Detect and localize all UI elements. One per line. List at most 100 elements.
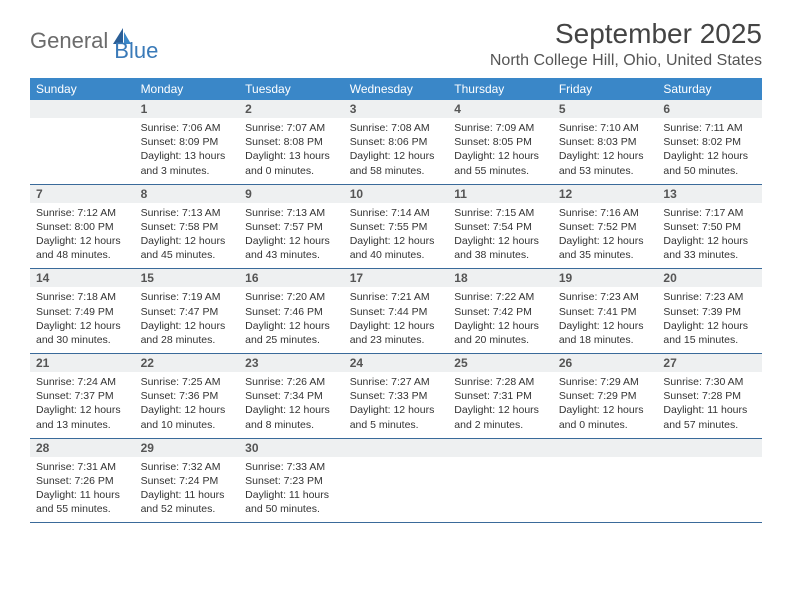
- cell-body: Sunrise: 7:19 AMSunset: 7:47 PMDaylight:…: [135, 287, 240, 353]
- sunrise-text: Sunrise: 7:29 AM: [559, 375, 652, 389]
- day-number: 30: [239, 439, 344, 457]
- day-number: 26: [553, 354, 658, 372]
- calendar-cell: 13Sunrise: 7:17 AMSunset: 7:50 PMDayligh…: [657, 185, 762, 269]
- sunset-text: Sunset: 8:03 PM: [559, 135, 652, 149]
- calendar-cell: 6Sunrise: 7:11 AMSunset: 8:02 PMDaylight…: [657, 100, 762, 184]
- sunset-text: Sunset: 7:36 PM: [141, 389, 234, 403]
- calendar-cell: 21Sunrise: 7:24 AMSunset: 7:37 PMDayligh…: [30, 354, 135, 438]
- sunset-text: Sunset: 8:09 PM: [141, 135, 234, 149]
- day-number: 10: [344, 185, 449, 203]
- cell-body: Sunrise: 7:29 AMSunset: 7:29 PMDaylight:…: [553, 372, 658, 438]
- sunrise-text: Sunrise: 7:25 AM: [141, 375, 234, 389]
- daylight-text: Daylight: 12 hours and 13 minutes.: [36, 403, 129, 431]
- cell-body: Sunrise: 7:11 AMSunset: 8:02 PMDaylight:…: [657, 118, 762, 184]
- calendar-cell: [344, 439, 449, 523]
- calendar-cell: 1Sunrise: 7:06 AMSunset: 8:09 PMDaylight…: [135, 100, 240, 184]
- calendar-cell: 14Sunrise: 7:18 AMSunset: 7:49 PMDayligh…: [30, 269, 135, 353]
- sunrise-text: Sunrise: 7:09 AM: [454, 121, 547, 135]
- week-row: 1Sunrise: 7:06 AMSunset: 8:09 PMDaylight…: [30, 100, 762, 185]
- calendar-cell: 17Sunrise: 7:21 AMSunset: 7:44 PMDayligh…: [344, 269, 449, 353]
- cell-body: Sunrise: 7:21 AMSunset: 7:44 PMDaylight:…: [344, 287, 449, 353]
- calendar-cell: 8Sunrise: 7:13 AMSunset: 7:58 PMDaylight…: [135, 185, 240, 269]
- sunset-text: Sunset: 7:55 PM: [350, 220, 443, 234]
- cell-body: Sunrise: 7:23 AMSunset: 7:41 PMDaylight:…: [553, 287, 658, 353]
- week-row: 21Sunrise: 7:24 AMSunset: 7:37 PMDayligh…: [30, 354, 762, 439]
- sunrise-text: Sunrise: 7:20 AM: [245, 290, 338, 304]
- day-header-thu: Thursday: [448, 78, 553, 100]
- logo-text-blue: Blue: [114, 38, 158, 64]
- week-row: 7Sunrise: 7:12 AMSunset: 8:00 PMDaylight…: [30, 185, 762, 270]
- sunrise-text: Sunrise: 7:13 AM: [245, 206, 338, 220]
- daylight-text: Daylight: 11 hours and 52 minutes.: [141, 488, 234, 516]
- cell-body: Sunrise: 7:09 AMSunset: 8:05 PMDaylight:…: [448, 118, 553, 184]
- sunset-text: Sunset: 7:42 PM: [454, 305, 547, 319]
- day-header-sun: Sunday: [30, 78, 135, 100]
- cell-body: Sunrise: 7:10 AMSunset: 8:03 PMDaylight:…: [553, 118, 658, 184]
- sunrise-text: Sunrise: 7:21 AM: [350, 290, 443, 304]
- sunset-text: Sunset: 8:00 PM: [36, 220, 129, 234]
- sunrise-text: Sunrise: 7:31 AM: [36, 460, 129, 474]
- daylight-text: Daylight: 12 hours and 48 minutes.: [36, 234, 129, 262]
- daylight-text: Daylight: 13 hours and 0 minutes.: [245, 149, 338, 177]
- sunrise-text: Sunrise: 7:23 AM: [663, 290, 756, 304]
- day-header-mon: Monday: [135, 78, 240, 100]
- sunrise-text: Sunrise: 7:16 AM: [559, 206, 652, 220]
- daylight-text: Daylight: 12 hours and 8 minutes.: [245, 403, 338, 431]
- calendar-cell: 10Sunrise: 7:14 AMSunset: 7:55 PMDayligh…: [344, 185, 449, 269]
- location-text: North College Hill, Ohio, United States: [490, 52, 762, 70]
- sunset-text: Sunset: 7:57 PM: [245, 220, 338, 234]
- daylight-text: Daylight: 12 hours and 25 minutes.: [245, 319, 338, 347]
- sunrise-text: Sunrise: 7:26 AM: [245, 375, 338, 389]
- sunset-text: Sunset: 7:46 PM: [245, 305, 338, 319]
- sunset-text: Sunset: 7:41 PM: [559, 305, 652, 319]
- calendar-cell: 9Sunrise: 7:13 AMSunset: 7:57 PMDaylight…: [239, 185, 344, 269]
- sunset-text: Sunset: 7:29 PM: [559, 389, 652, 403]
- sunset-text: Sunset: 7:50 PM: [663, 220, 756, 234]
- cell-body: Sunrise: 7:14 AMSunset: 7:55 PMDaylight:…: [344, 203, 449, 269]
- sunset-text: Sunset: 7:49 PM: [36, 305, 129, 319]
- cell-body: Sunrise: 7:17 AMSunset: 7:50 PMDaylight:…: [657, 203, 762, 269]
- cell-body: Sunrise: 7:26 AMSunset: 7:34 PMDaylight:…: [239, 372, 344, 438]
- day-header-tue: Tuesday: [239, 78, 344, 100]
- day-number: 13: [657, 185, 762, 203]
- cell-body: Sunrise: 7:28 AMSunset: 7:31 PMDaylight:…: [448, 372, 553, 438]
- day-number: 2: [239, 100, 344, 118]
- sunrise-text: Sunrise: 7:33 AM: [245, 460, 338, 474]
- calendar-cell: 24Sunrise: 7:27 AMSunset: 7:33 PMDayligh…: [344, 354, 449, 438]
- cell-body: Sunrise: 7:08 AMSunset: 8:06 PMDaylight:…: [344, 118, 449, 184]
- calendar-cell: 3Sunrise: 7:08 AMSunset: 8:06 PMDaylight…: [344, 100, 449, 184]
- sunset-text: Sunset: 7:28 PM: [663, 389, 756, 403]
- weeks-container: 1Sunrise: 7:06 AMSunset: 8:09 PMDaylight…: [30, 100, 762, 523]
- calendar-cell: 20Sunrise: 7:23 AMSunset: 7:39 PMDayligh…: [657, 269, 762, 353]
- cell-body: Sunrise: 7:06 AMSunset: 8:09 PMDaylight:…: [135, 118, 240, 184]
- day-number: 6: [657, 100, 762, 118]
- daylight-text: Daylight: 12 hours and 43 minutes.: [245, 234, 338, 262]
- sunset-text: Sunset: 7:54 PM: [454, 220, 547, 234]
- sunrise-text: Sunrise: 7:11 AM: [663, 121, 756, 135]
- day-number: 5: [553, 100, 658, 118]
- day-number: [553, 439, 658, 457]
- daylight-text: Daylight: 12 hours and 2 minutes.: [454, 403, 547, 431]
- week-row: 28Sunrise: 7:31 AMSunset: 7:26 PMDayligh…: [30, 439, 762, 524]
- calendar-cell: 28Sunrise: 7:31 AMSunset: 7:26 PMDayligh…: [30, 439, 135, 523]
- sunrise-text: Sunrise: 7:32 AM: [141, 460, 234, 474]
- logo: General Blue: [30, 18, 158, 64]
- daylight-text: Daylight: 12 hours and 38 minutes.: [454, 234, 547, 262]
- day-number: 12: [553, 185, 658, 203]
- calendar-cell: 16Sunrise: 7:20 AMSunset: 7:46 PMDayligh…: [239, 269, 344, 353]
- sunrise-text: Sunrise: 7:06 AM: [141, 121, 234, 135]
- calendar-cell: [30, 100, 135, 184]
- calendar-cell: 12Sunrise: 7:16 AMSunset: 7:52 PMDayligh…: [553, 185, 658, 269]
- day-number: 22: [135, 354, 240, 372]
- daylight-text: Daylight: 12 hours and 30 minutes.: [36, 319, 129, 347]
- daylight-text: Daylight: 13 hours and 3 minutes.: [141, 149, 234, 177]
- day-number: [448, 439, 553, 457]
- daylight-text: Daylight: 12 hours and 23 minutes.: [350, 319, 443, 347]
- day-number: 21: [30, 354, 135, 372]
- sunrise-text: Sunrise: 7:27 AM: [350, 375, 443, 389]
- calendar-cell: 4Sunrise: 7:09 AMSunset: 8:05 PMDaylight…: [448, 100, 553, 184]
- week-row: 14Sunrise: 7:18 AMSunset: 7:49 PMDayligh…: [30, 269, 762, 354]
- day-number: 29: [135, 439, 240, 457]
- calendar-cell: 5Sunrise: 7:10 AMSunset: 8:03 PMDaylight…: [553, 100, 658, 184]
- daylight-text: Daylight: 12 hours and 40 minutes.: [350, 234, 443, 262]
